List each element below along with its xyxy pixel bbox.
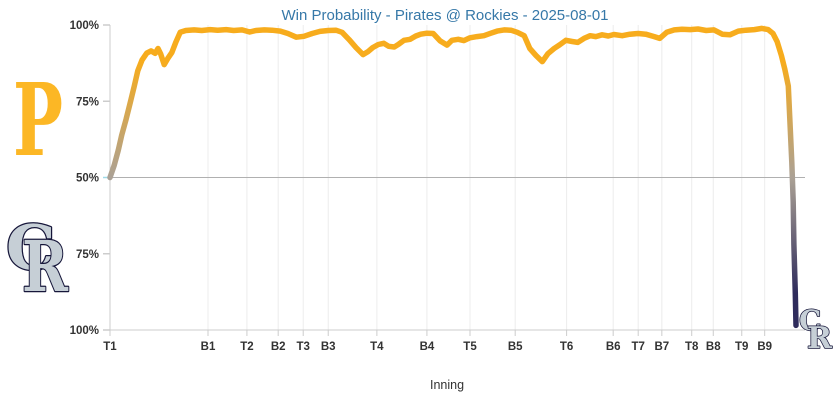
- x-tick-label: B8: [706, 341, 721, 353]
- x-axis-title: Inning: [430, 378, 464, 392]
- pirates-logo: P: [13, 61, 63, 179]
- endpoint-r-letter: R: [807, 321, 833, 356]
- y-axis-ticks: 100% 75% 50% 75% 100%: [70, 20, 110, 337]
- x-tick-label: T6: [560, 341, 573, 353]
- x-tick-label: T9: [735, 341, 748, 353]
- endpoint-c-letter: C: [799, 304, 821, 337]
- y-tick-label: 100%: [70, 325, 99, 337]
- x-tick-label: T7: [631, 341, 644, 353]
- win-probability-line[interactable]: [107, 25, 799, 329]
- rockies-c-letter: C: [6, 211, 55, 284]
- x-tick-label: B4: [420, 341, 435, 353]
- x-tick-label: T4: [370, 341, 384, 353]
- y-tick-label: 100%: [70, 20, 99, 32]
- x-axis-ticks: T1 B1 T2 B2 T3 B3 T4 B4 T5 B5 T6 B6 T7 B7 T8 B8 T9 B9: [103, 330, 772, 353]
- x-tick-label: T2: [240, 341, 253, 353]
- x-tick-label: B7: [654, 341, 669, 353]
- rockies-logo: C R: [5, 210, 70, 310]
- x-tick-label: T3: [296, 341, 309, 353]
- y-tick-label: 75%: [76, 249, 99, 261]
- pirates-p-letter: P: [13, 61, 63, 179]
- x-tick-label: B2: [271, 341, 286, 353]
- x-tick-label: B9: [757, 341, 772, 353]
- x-tick-label: B5: [508, 341, 523, 353]
- axes: [109, 25, 805, 331]
- chart-title: Win Probability - Pirates @ Rockies - 20…: [281, 7, 608, 24]
- x-tick-label: B3: [321, 341, 336, 353]
- x-tick-label: T1: [103, 341, 117, 353]
- rockies-logo-endpoint: C R: [798, 303, 834, 357]
- x-tick-label: T8: [685, 341, 699, 353]
- y-tick-label: 50%: [76, 173, 99, 185]
- x-tick-label: B6: [606, 341, 621, 353]
- y-tick-label: 75%: [76, 96, 99, 108]
- x-tick-label: T5: [463, 341, 477, 353]
- rockies-r-letter: R: [22, 225, 69, 308]
- x-tick-label: B1: [201, 341, 216, 353]
